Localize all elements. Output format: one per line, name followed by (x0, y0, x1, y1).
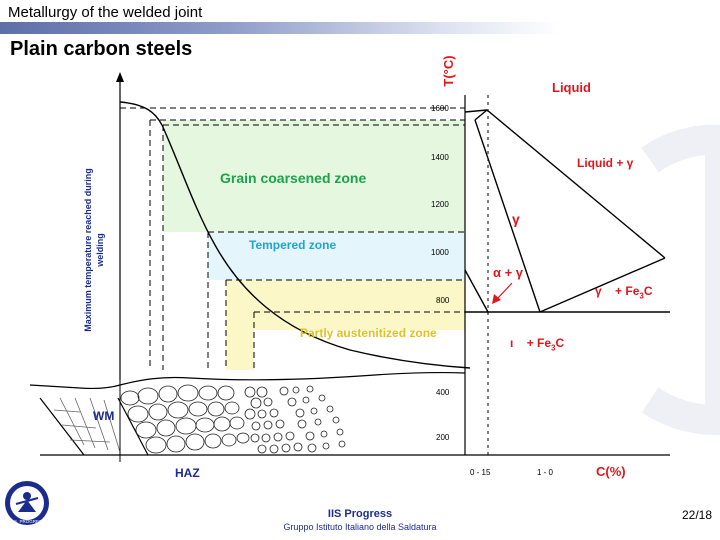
tick-1200: 1200 (431, 200, 449, 209)
plate-surface (29, 372, 466, 389)
alpha-gamma-arrow (492, 282, 513, 304)
zone-partly-austenitized-strip (226, 312, 254, 370)
label-liquid: Liquid (552, 80, 591, 95)
svg-text:I.I.S. PROGRESS: I.I.S. PROGRESS (9, 519, 45, 524)
watermark-shape (641, 124, 720, 436)
tick-800: 800 (436, 296, 450, 305)
footer-org: IIS Progress (327, 508, 393, 520)
zone-partly-austenitized-tail (254, 312, 465, 330)
zone-partly-austenitized-band (226, 280, 465, 312)
gamma-symbol: γ (626, 156, 634, 170)
x-tick-1: 1 - 0 (537, 468, 554, 477)
page-number: 22/18 (681, 508, 712, 522)
tick-200: 200 (436, 433, 450, 442)
tick-1400: 1400 (431, 153, 449, 162)
weld-metal-texture (53, 397, 121, 453)
tick-400: 400 (436, 388, 450, 397)
label-carbon-axis: C(%) (596, 464, 626, 479)
tick-1600: 1600 (431, 104, 449, 113)
left-y-arrow (116, 72, 124, 82)
label-tempered-zone: Tempered zone (249, 238, 337, 252)
label-grain-coarsened-zone: Grain coarsened zone (220, 170, 367, 186)
label-alpha-gamma: α + γ (493, 265, 524, 280)
label-liquid-gamma: Liquid + γ (577, 156, 634, 170)
zone-grain-coarsened (163, 120, 465, 232)
peak-temperature-curve (119, 101, 471, 369)
header-bar (0, 22, 560, 34)
haz-grains (120, 384, 346, 454)
label-gamma-fe3c: γ + Fe3C (595, 284, 653, 301)
iis-progress-logo: I.I.S. PROGRESS (5, 481, 49, 525)
footer-subtitle: Gruppo Istituto Italiano della Saldatura (283, 522, 437, 532)
x-tick-0: 0 - 15 (470, 468, 491, 477)
weld-bevel-left (39, 397, 85, 456)
vertical-axis-label: Maximum temperature reached during weldi… (83, 168, 105, 332)
label-wm: WM (93, 409, 115, 423)
label-alpha-fe3c: ι + Fe3C (510, 336, 565, 353)
temperature-axis-label: T(°C) (441, 55, 456, 87)
tick-1000: 1000 (431, 248, 449, 257)
slide-title: Plain carbon steels (10, 38, 193, 60)
label-gamma: γ (512, 211, 520, 227)
phase-boundaries (464, 109, 670, 313)
header-title: Metallurgy of the welded joint (8, 4, 203, 21)
label-partly-austenitized-zone: Partly austenitized zone (300, 326, 437, 340)
weld-fusion-line (117, 397, 149, 456)
zone-tempered (208, 232, 465, 280)
label-haz: HAZ (175, 466, 200, 480)
